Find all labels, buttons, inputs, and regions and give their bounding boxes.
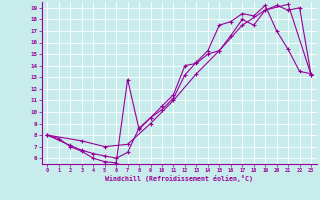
X-axis label: Windchill (Refroidissement éolien,°C): Windchill (Refroidissement éolien,°C) bbox=[105, 175, 253, 182]
